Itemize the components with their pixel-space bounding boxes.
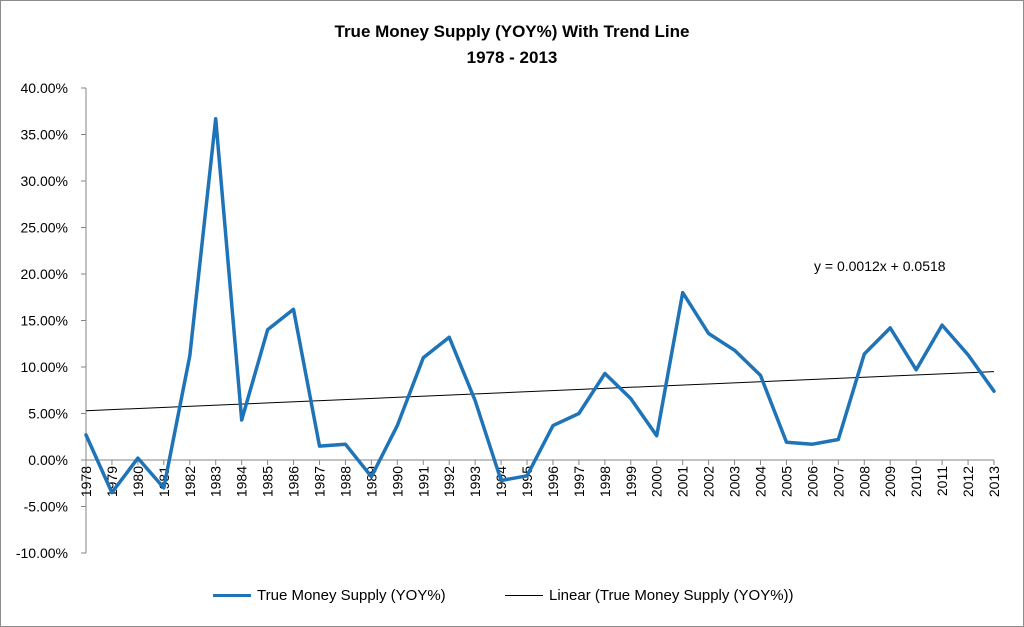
legend-item-series: True Money Supply (YOY%) [213,587,446,604]
y-tick-label: 0.00% [28,452,68,468]
x-tick-label: 1991 [415,466,431,497]
x-tick-label: 2004 [753,466,769,497]
x-tick-label: 1984 [234,466,250,497]
x-tick-label: 2010 [908,466,924,497]
x-tick-label: 1978 [78,466,94,497]
legend-label-series: True Money Supply (YOY%) [257,587,446,604]
x-tick-label: 1982 [182,466,198,497]
x-tick-label: 2006 [804,466,820,497]
x-tick-label: 1990 [389,466,405,497]
x-tick-label: 2005 [778,466,794,497]
y-tick-label: 30.00% [21,173,68,189]
x-tick-label: 2000 [649,466,665,497]
x-tick-label: 2001 [675,466,691,497]
x-tick-label: 2011 [934,466,950,496]
legend-label-trend: Linear (True Money Supply (YOY%)) [549,587,794,604]
x-tick-label: 1993 [467,466,483,497]
x-tick-label: 2013 [986,466,1002,497]
x-tick-label: 1988 [337,466,353,497]
x-tick-label: 1999 [623,466,639,497]
x-tick-label: 1980 [130,466,146,497]
x-tick-label: 2003 [727,466,743,497]
y-tick-label: 5.00% [28,406,68,422]
legend-swatch-trend [505,595,543,596]
x-tick-label: 2007 [830,466,846,497]
trend-line [85,371,995,412]
x-tick-label: 1987 [311,466,327,497]
y-tick-label: -5.00% [24,499,68,515]
y-tick-label: 35.00% [21,127,68,143]
x-tick-label: 1986 [286,466,302,497]
x-tick-label: 2008 [856,466,872,497]
chart-title: True Money Supply (YOY%) With Trend Line [334,22,690,41]
plot-area: -10.00% -5.00% 0.00% 5.00% 10.00% 15.00% 20.00… [16,80,1002,561]
x-tick-label: 2012 [960,466,976,497]
y-tick-label: 10.00% [21,359,68,375]
x-tick-label: 1983 [208,466,224,497]
y-tick-label: 15.00% [21,313,68,329]
x-tick-label: 1985 [260,466,276,497]
x-tick-label: 1998 [597,466,613,497]
y-tick-label: 20.00% [21,266,68,282]
trend-equation: y = 0.0012x + 0.0518 [814,258,946,274]
x-tick-label: 2002 [701,466,717,497]
x-tick-label: 1995 [519,466,535,497]
x-tick-label: 1997 [571,466,587,497]
chart-subtitle: 1978 - 2013 [466,48,558,67]
x-tick-label: 1992 [441,466,457,497]
x-tick-label: 1996 [545,466,561,497]
y-tick-label: -10.00% [16,545,68,561]
y-tick-label: 25.00% [21,220,68,236]
legend-item-trend: Linear (True Money Supply (YOY%)) [505,587,794,604]
series-line [84,116,996,495]
y-tick-label: 40.00% [21,80,68,96]
legend-swatch-series [213,594,251,597]
legend: True Money Supply (YOY%) Linear (True Mo… [1,587,1023,611]
x-tick-label: 2009 [882,466,898,497]
